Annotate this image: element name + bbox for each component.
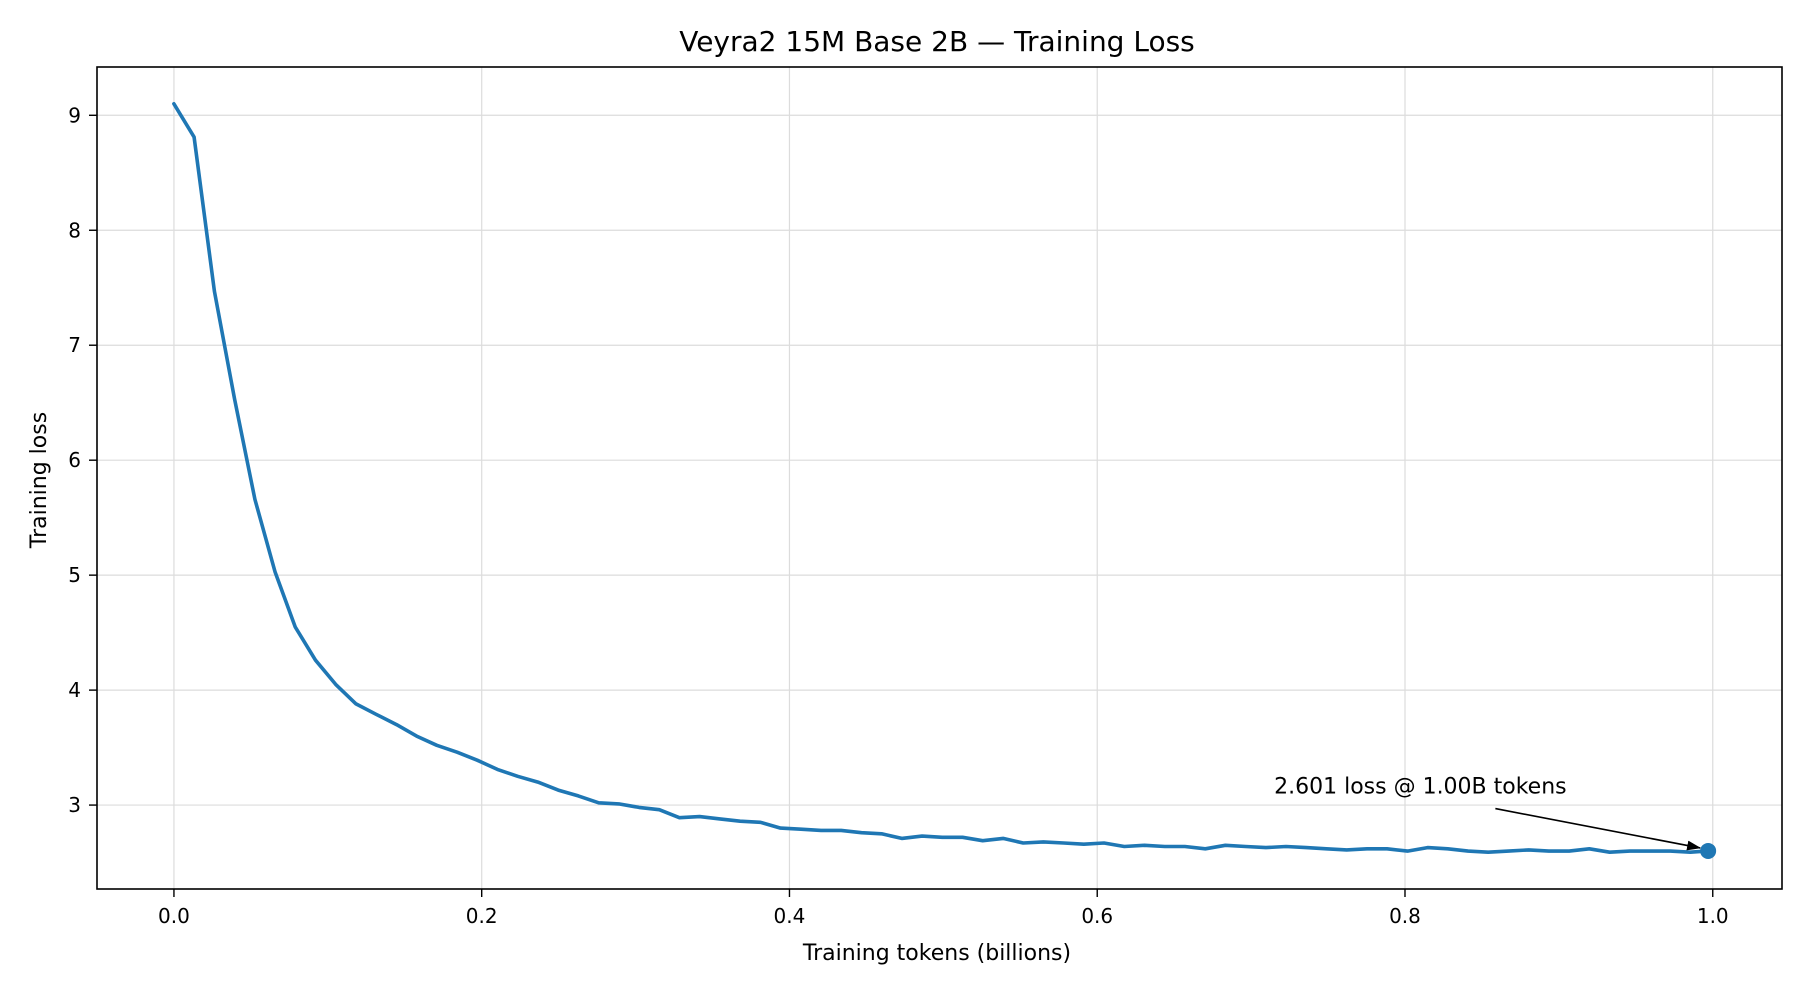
y-axis-label: Training loss bbox=[27, 412, 52, 549]
y-tick-label: 5 bbox=[68, 563, 81, 587]
x-tick-label: 0.2 bbox=[466, 904, 498, 928]
y-tick-label: 7 bbox=[68, 333, 81, 357]
annotation-layer: 2.601 loss @ 1.00B tokens bbox=[1274, 775, 1702, 851]
x-tick-label: 0.6 bbox=[1081, 904, 1113, 928]
y-tick-label: 4 bbox=[68, 678, 81, 702]
y-axis: 3 4 5 6 7 8 9 bbox=[68, 103, 97, 817]
gridlines bbox=[97, 67, 1782, 889]
x-tick-label: 1.0 bbox=[1697, 904, 1729, 928]
chart-title: Veyra2 15M Base 2B — Training Loss bbox=[679, 25, 1195, 58]
plot-frame bbox=[96, 66, 1783, 890]
training-loss-line bbox=[172, 102, 1710, 855]
annotation-arrow bbox=[1495, 807, 1702, 851]
y-tick-label: 6 bbox=[68, 448, 81, 472]
y-tick-label: 8 bbox=[68, 218, 81, 242]
x-tick-label: 0.4 bbox=[774, 904, 806, 928]
final-loss-marker bbox=[1700, 842, 1717, 859]
x-axis-label: Training tokens (billions) bbox=[802, 941, 1071, 966]
y-tick-label: 3 bbox=[68, 793, 81, 817]
series-layer bbox=[172, 102, 1717, 859]
x-tick-label: 0.0 bbox=[158, 904, 190, 928]
final-loss-annotation: 2.601 loss @ 1.00B tokens bbox=[1274, 775, 1567, 800]
y-tick-label: 9 bbox=[68, 103, 81, 127]
x-tick-label: 0.8 bbox=[1389, 904, 1421, 928]
x-axis: 0.0 0.2 0.4 0.6 0.8 1.0 bbox=[158, 889, 1729, 928]
